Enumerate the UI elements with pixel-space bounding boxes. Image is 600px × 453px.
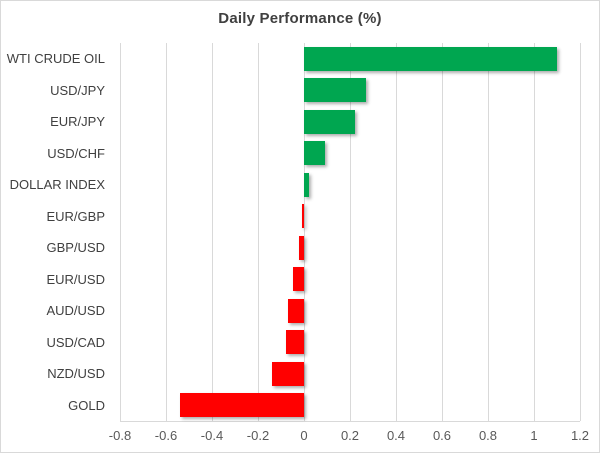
gridline	[487, 43, 489, 421]
bar-aud-usd	[287, 298, 304, 323]
gridline	[211, 43, 213, 421]
x-tick-label: -0.2	[246, 428, 270, 443]
bar-dollar-index	[304, 172, 309, 197]
bar-gold	[179, 393, 304, 418]
category-label: DOLLAR INDEX	[9, 177, 105, 193]
category-label: USD/JPY	[50, 82, 105, 98]
x-tick-label: 0.6	[432, 428, 452, 443]
gridline	[303, 43, 305, 421]
x-tick-label: -0.4	[200, 428, 224, 443]
x-tick-label: 0.8	[478, 428, 498, 443]
category-label: EUR/GBP	[46, 208, 105, 224]
category-label: GOLD	[68, 397, 105, 413]
x-tick-label: 0.4	[386, 428, 406, 443]
bar-wti-crude-oil	[304, 46, 557, 71]
gridline	[119, 43, 121, 421]
gridline	[395, 43, 397, 421]
x-tick-label: -0.8	[108, 428, 132, 443]
gridline	[441, 43, 443, 421]
gridline	[349, 43, 351, 421]
category-label: GBP/USD	[46, 240, 105, 256]
category-label: NZD/USD	[47, 366, 105, 382]
bar-eur-jpy	[304, 109, 355, 134]
category-label: AUD/USD	[46, 303, 105, 319]
bar-usd-cad	[285, 330, 304, 355]
bar-eur-gbp	[301, 204, 304, 229]
bar-eur-usd	[292, 267, 304, 292]
x-tick-label: 0	[300, 428, 308, 443]
x-axis-line	[120, 421, 580, 422]
gridline	[257, 43, 259, 421]
chart-title: Daily Performance (%)	[218, 10, 382, 27]
x-tick-label: 1	[530, 428, 538, 443]
x-tick-label: 1.2	[570, 428, 590, 443]
x-tick-label: 0.2	[340, 428, 360, 443]
bar-gbp-usd	[299, 235, 304, 260]
category-label: EUR/USD	[46, 271, 105, 287]
bar-usd-chf	[304, 141, 325, 166]
category-label: USD/CAD	[46, 334, 105, 350]
category-label: EUR/JPY	[50, 114, 105, 130]
x-tick-label: -0.6	[154, 428, 178, 443]
category-label: USD/CHF	[47, 145, 105, 161]
bar-usd-jpy	[304, 78, 367, 103]
gridline	[533, 43, 535, 421]
category-label: WTI CRUDE OIL	[6, 51, 105, 67]
gridline	[165, 43, 167, 421]
bar-nzd-usd	[271, 361, 304, 386]
gridline	[579, 43, 581, 421]
